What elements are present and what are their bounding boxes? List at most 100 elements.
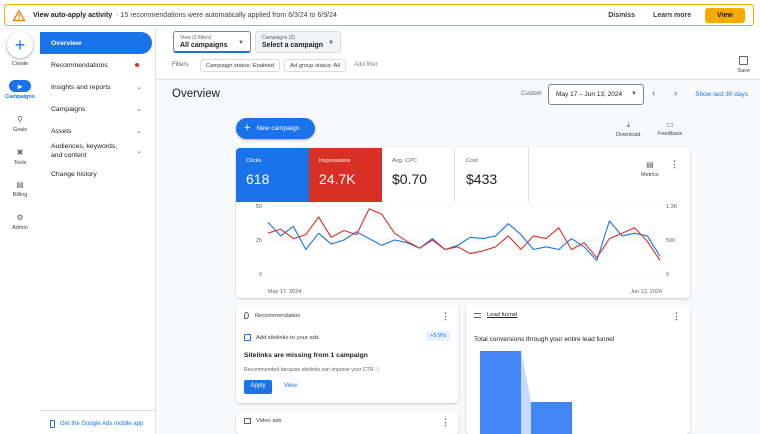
metric-value: 24.7K xyxy=(319,171,356,187)
save-icon xyxy=(739,56,749,65)
rail-label: Billing xyxy=(12,192,28,198)
recommendation-reason: Recommended because sitelinks can improv… xyxy=(244,367,381,373)
rail-label: Create xyxy=(11,61,29,67)
rail-billing[interactable]: ▤ Billing xyxy=(0,178,40,199)
filter-chip-campaign-status[interactable]: Campaign status: Enabled xyxy=(200,59,280,72)
lead-funnel-header[interactable]: Lead funnel xyxy=(474,312,517,318)
apply-button[interactable]: Apply xyxy=(244,380,272,394)
view-selector-label: View (2 filters) xyxy=(180,35,212,41)
metric-value: $433 xyxy=(466,171,498,187)
y-tick-label-left: 25 xyxy=(256,238,262,244)
campaign-selector[interactable]: Campaigns (2) Select a campaign ▼ xyxy=(255,31,341,53)
more-options-icon[interactable]: ⋮ xyxy=(441,417,450,427)
view-selector[interactable]: View (2 filters) All campaigns ▼ xyxy=(173,31,251,53)
metric-impressions[interactable]: Impressions 24.7K xyxy=(309,148,382,202)
rail-tools[interactable]: ✖ Tools xyxy=(0,146,40,167)
dropdown-arrow-icon: ▼ xyxy=(328,40,334,46)
metrics-button[interactable]: ▤ Metrics xyxy=(641,160,659,178)
more-options-icon[interactable]: ⋮ xyxy=(672,311,681,321)
left-rail: + Create ▸ Campaigns ⚲ Goals ✖ Tools ▤ B… xyxy=(0,28,40,434)
page-title: Overview xyxy=(172,88,220,100)
funnel-connector xyxy=(521,351,531,434)
performance-chart-card: Clicks 618 Impressions 24.7K Avg. CPC $0… xyxy=(236,148,690,298)
phone-icon xyxy=(50,420,55,428)
video-ads-header: Video ads xyxy=(244,418,282,424)
lightbulb-icon xyxy=(244,312,249,319)
nav-item-insights[interactable]: Insights and reports ⌄ xyxy=(40,81,152,93)
recommendation-header-label: Recommendation xyxy=(255,312,301,319)
filter-chip-ad-group-status[interactable]: Ad group status: All xyxy=(284,59,346,72)
banner-title: View auto-apply activity xyxy=(33,11,113,19)
metric-avg-cpc[interactable]: Avg. CPC $0.70 xyxy=(382,148,455,202)
next-period-button[interactable]: › xyxy=(674,88,678,99)
rail-campaigns[interactable]: ▸ Campaigns xyxy=(0,80,40,100)
recommendation-header: Recommendation xyxy=(244,312,300,319)
plus-icon: + xyxy=(244,122,251,134)
tools-icon: ✖ xyxy=(16,147,24,157)
nav-item-campaigns[interactable]: Campaigns ⌄ xyxy=(40,103,152,115)
prev-period-button[interactable]: ‹ xyxy=(652,88,656,99)
learn-more-button[interactable]: Learn more xyxy=(653,11,692,19)
new-campaign-button[interactable]: + New campaign xyxy=(236,118,315,139)
card-icon: ▤ xyxy=(16,179,24,189)
recommendation-type-label: Add sitelinks to your ads xyxy=(256,334,319,341)
metric-label: Cost xyxy=(466,158,478,164)
new-campaign-label: New campaign xyxy=(256,125,300,132)
x-tick-label-end: Jun 13, 2024 xyxy=(630,289,662,295)
series-line xyxy=(267,220,661,261)
show-last-30-days-link[interactable]: Show last 30 days xyxy=(695,91,748,98)
campaign-selector-label: Campaigns (2) xyxy=(262,35,295,41)
campaign-selector-value: Select a campaign xyxy=(262,42,324,49)
chevron-down-icon: ⌄ xyxy=(136,128,142,135)
notification-dot xyxy=(135,63,139,67)
feedback-label: Feedback xyxy=(658,131,683,137)
metric-cost[interactable]: Cost $433 xyxy=(456,148,529,202)
filter-lines-icon xyxy=(474,312,481,318)
rail-label: Tools xyxy=(13,160,27,166)
more-options-icon[interactable]: ⋮ xyxy=(670,159,679,169)
nav-label: Recommendations xyxy=(51,61,108,69)
video-ads-card: Video ads ⋮ xyxy=(236,411,459,434)
save-button[interactable]: Save xyxy=(737,56,750,74)
mobile-app-link[interactable]: Get the Google Ads mobile app xyxy=(40,410,156,428)
metric-label: Avg. CPC xyxy=(392,158,418,164)
download-button[interactable]: ⤓ Download xyxy=(616,120,640,138)
nav-label: Change history xyxy=(51,170,97,178)
nav-item-overview[interactable]: Overview xyxy=(40,32,152,54)
auto-apply-banner: View auto-apply activity · 15 recommenda… xyxy=(4,4,754,26)
date-range-picker[interactable]: May 17 – Jun 13, 2024 ▼ xyxy=(548,84,644,105)
sitelink-icon xyxy=(244,334,251,341)
rail-create[interactable]: + Create xyxy=(0,32,40,67)
nav-item-assets[interactable]: Assets ⌄ xyxy=(40,125,152,137)
dismiss-button[interactable]: Dismiss xyxy=(608,11,636,19)
y-tick-label-left: 50 xyxy=(256,204,262,210)
more-options-icon[interactable]: ⋮ xyxy=(441,311,450,321)
date-range-value: May 17 – Jun 13, 2024 xyxy=(556,91,623,98)
download-label: Download xyxy=(616,132,641,138)
metric-clicks[interactable]: Clicks 618 xyxy=(236,148,309,202)
metric-label: Impressions xyxy=(319,158,351,164)
rail-goals[interactable]: ⚲ Goals xyxy=(0,113,40,134)
nav-label: Overview xyxy=(51,39,82,47)
filters-label: Filters xyxy=(172,62,189,68)
metric-value: 618 xyxy=(246,171,270,187)
recommendation-type: Add sitelinks to your ads xyxy=(244,334,319,341)
rail-label: Goals xyxy=(12,127,28,133)
rail-admin[interactable]: ⚙ Admin xyxy=(0,211,40,232)
uplift-badge: +5.9% xyxy=(426,331,450,341)
lead-funnel-label: Lead funnel xyxy=(487,312,518,318)
save-label: Save xyxy=(737,68,750,74)
dropdown-arrow-icon: ▼ xyxy=(238,40,244,46)
filter-bar: View (2 filters) All campaigns ▼ Campaig… xyxy=(156,28,760,80)
view-recommendation-button[interactable]: View xyxy=(284,383,297,389)
banner-view-button[interactable]: View xyxy=(705,7,745,23)
nav-label: Assets xyxy=(51,127,72,135)
add-filter-button[interactable]: Add filter xyxy=(354,62,378,68)
nav-item-audiences[interactable]: Audiences, keywords, and content ⌄ xyxy=(40,142,152,162)
warning-icon xyxy=(13,9,25,21)
y-tick-label-right: 0 xyxy=(666,272,669,278)
nav-item-change-history[interactable]: Change history xyxy=(40,168,152,180)
nav-item-recommendations[interactable]: Recommendations xyxy=(40,59,152,71)
feedback-button[interactable]: ▭ Feedback xyxy=(658,120,682,137)
custom-label: Custom xyxy=(521,91,542,97)
